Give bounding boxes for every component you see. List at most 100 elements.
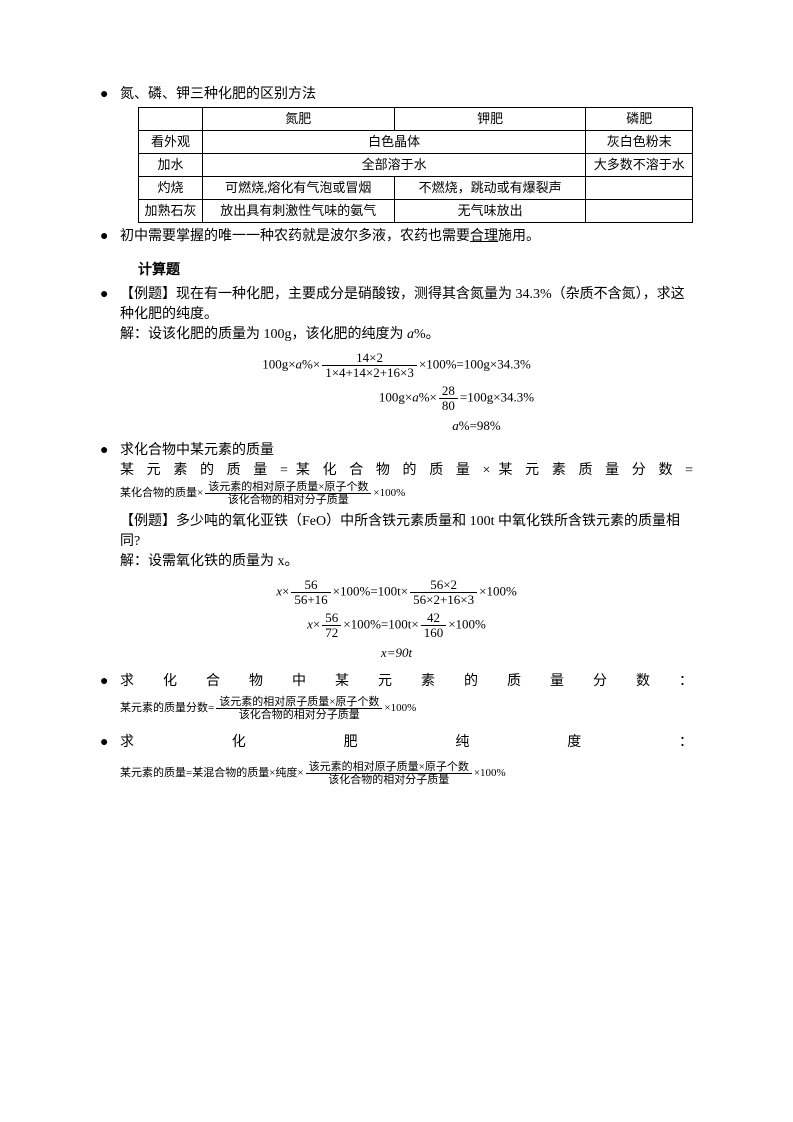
- bullet-3-math: 某化合物的质量×该元素的相对原子质量×原子个数该化合物的相对分子质量×100%: [120, 481, 693, 506]
- table-cell: 看外观: [139, 131, 203, 154]
- table-cell: 加水: [139, 154, 203, 177]
- table-cell: 白色晶体: [202, 131, 586, 154]
- num: 42: [421, 611, 447, 626]
- fraction: 该元素的相对原子质量×原子个数该化合物的相对分子质量: [205, 481, 371, 506]
- table-cell: 灰白色粉末: [586, 131, 693, 154]
- math-line: x=90t: [100, 644, 693, 662]
- num: 56: [322, 611, 341, 626]
- bullet-icon: ●: [100, 285, 120, 305]
- table-cell: [586, 177, 693, 200]
- table-cell: 加熟石灰: [139, 200, 203, 223]
- bullet-3-line1: 某 元 素 的 质 量 = 某 化 合 物 的 质 量 × 某 元 素 质 量 …: [120, 461, 693, 481]
- t: ×100%: [448, 616, 486, 631]
- table-cell: 氮肥: [202, 108, 394, 131]
- table-row: 灼烧 可燃烧,熔化有气泡或冒烟 不燃烧，跳动或有爆裂声: [139, 177, 693, 200]
- den: 56×2+16×3: [410, 593, 477, 607]
- bullet-icon: ●: [100, 85, 120, 105]
- fraction: 5672: [322, 611, 341, 640]
- bullet-icon: ●: [100, 441, 120, 461]
- den: 80: [439, 399, 458, 413]
- math-line: a%=98%: [100, 417, 693, 435]
- den: 1×4+14×2+16×3: [322, 366, 417, 380]
- t: ×100%: [373, 487, 405, 499]
- t: ×: [313, 616, 320, 631]
- example-1-q: 【例题】现在有一种化肥，主要成分是硝酸铵，测得其含氮量为 34.3%（杂质不含氮…: [120, 285, 693, 325]
- bullet-3-body: 求化合物中某元素的质量 某 元 素 的 质 量 = 某 化 合 物 的 质 量 …: [120, 441, 693, 572]
- t: ×: [282, 583, 289, 598]
- num: 14×2: [322, 351, 417, 366]
- fertilizer-table: 氮肥 钾肥 磷肥 看外观 白色晶体 灰白色粉末 加水 全部溶于水 大多数不溶于水…: [138, 107, 693, 223]
- bullet-2-text: 初中需要掌握的唯一一种农药就是波尔多液，农药也需要合理施用。: [120, 227, 693, 247]
- table-row: 加熟石灰 放出具有刺激性气味的氨气 无气味放出: [139, 200, 693, 223]
- table-row: 看外观 白色晶体 灰白色粉末: [139, 131, 693, 154]
- t: x=90t: [381, 645, 412, 660]
- example-1-body: 【例题】现在有一种化肥，主要成分是硝酸铵，测得其含氮量为 34.3%（杂质不含氮…: [120, 285, 693, 345]
- math-block-2: x×5656+16×100%=100t×56×256×2+16×3×100% x…: [100, 578, 693, 662]
- bullet-4-body: 求 化 合 物 中 某 元 素 的 质 量 分 数 ： 某元素的质量分数=该元素…: [120, 672, 693, 721]
- bullet-1: ● 氮、磷、钾三种化肥的区别方法: [100, 85, 693, 105]
- fraction: 5656+16: [291, 578, 330, 607]
- den: 72: [322, 626, 341, 640]
- fraction: 14×21×4+14×2+16×3: [322, 351, 417, 380]
- bullet-3: ● 求化合物中某元素的质量 某 元 素 的 质 量 = 某 化 合 物 的 质 …: [100, 441, 693, 572]
- math-line: 100g×a%×2880=100g×34.3%: [100, 384, 693, 413]
- t: 100g×: [379, 389, 412, 404]
- fraction: 该元素的相对原子质量×原子个数该化合物的相对分子质量: [216, 696, 382, 721]
- bullet-4: ● 求 化 合 物 中 某 元 素 的 质 量 分 数 ： 某元素的质量分数=该…: [100, 672, 693, 721]
- t: 某元素的质量分数=: [120, 702, 214, 714]
- bullet-icon: ●: [100, 733, 120, 753]
- t: ×100%=100g×34.3%: [419, 356, 531, 371]
- t: ×100%=100t×: [343, 616, 418, 631]
- bullet-5-title: 求 化 肥 纯 度 ：: [120, 733, 693, 753]
- document-body: ● 氮、磷、钾三种化肥的区别方法 氮肥 钾肥 磷肥 看外观 白色晶体 灰白色粉末…: [100, 85, 693, 786]
- bullet-5-math: 某元素的质量=某混合物的质量×纯度×该元素的相对原子质量×原子个数该化合物的相对…: [120, 761, 693, 786]
- bullet-4-math: 某元素的质量分数=该元素的相对原子质量×原子个数该化合物的相对分子质量×100%: [120, 696, 693, 721]
- bullet-3-title: 求化合物中某元素的质量: [120, 441, 693, 461]
- calc-heading: 计算题: [138, 261, 693, 281]
- fraction: 42160: [421, 611, 447, 640]
- t: %×: [302, 356, 320, 371]
- num: 56×2: [410, 578, 477, 593]
- table-row: 氮肥 钾肥 磷肥: [139, 108, 693, 131]
- bullet-5-body: 求 化 肥 纯 度 ： 某元素的质量=某混合物的质量×纯度×该元素的相对原子质量…: [120, 733, 693, 786]
- t: 某化合物的质量×: [120, 487, 203, 499]
- table-cell: 全部溶于水: [202, 154, 586, 177]
- text: 初中需要掌握的唯一一种农药就是波尔多液，农药也需要: [120, 229, 470, 244]
- t: 100g×: [262, 356, 295, 371]
- table-cell: 放出具有刺激性气味的氨气: [202, 200, 394, 223]
- t: ×100%=100t×: [333, 583, 408, 598]
- num: 28: [439, 384, 458, 399]
- bullet-5: ● 求 化 肥 纯 度 ： 某元素的质量=某混合物的质量×纯度×该元素的相对原子…: [100, 733, 693, 786]
- var-a: a: [407, 327, 414, 342]
- fraction: 2880: [439, 384, 458, 413]
- fraction: 该元素的相对原子质量×原子个数该化合物的相对分子质量: [306, 761, 472, 786]
- table-cell: [139, 108, 203, 131]
- example-2-q: 【例题】多少吨的氧化亚铁（FeO）中所含铁元素质量和 100t 中氧化铁所含铁元…: [120, 512, 693, 552]
- t: ×100%: [384, 702, 416, 714]
- table-cell: 无气味放出: [394, 200, 586, 223]
- text: %。: [414, 327, 440, 342]
- t: ×100%: [479, 583, 517, 598]
- num: 该元素的相对原子质量×原子个数: [205, 481, 371, 494]
- table-row: 加水 全部溶于水 大多数不溶于水: [139, 154, 693, 177]
- den: 56+16: [291, 593, 330, 607]
- table-cell: 可燃烧,熔化有气泡或冒烟: [202, 177, 394, 200]
- den: 该化合物的相对分子质量: [306, 774, 472, 786]
- text: 解：设该化肥的质量为 100g，该化肥的纯度为: [120, 327, 407, 342]
- den: 该化合物的相对分子质量: [216, 709, 382, 721]
- t: =100g×34.3%: [460, 389, 534, 404]
- bullet-4-title: 求 化 合 物 中 某 元 素 的 质 量 分 数 ：: [120, 672, 693, 692]
- math-line: x×5656+16×100%=100t×56×256×2+16×3×100%: [100, 578, 693, 607]
- table-cell: 灼烧: [139, 177, 203, 200]
- den: 160: [421, 626, 447, 640]
- example-1: ● 【例题】现在有一种化肥，主要成分是硝酸铵，测得其含氮量为 34.3%（杂质不…: [100, 285, 693, 345]
- t: %×: [419, 389, 437, 404]
- math-block-1: 100g×a%×14×21×4+14×2+16×3×100%=100g×34.3…: [100, 351, 693, 435]
- num: 该元素的相对原子质量×原子个数: [216, 696, 382, 709]
- example-2-sol: 解：设需氧化铁的质量为 x。: [120, 552, 693, 572]
- table-cell: 磷肥: [586, 108, 693, 131]
- underlined-text: 合理: [470, 229, 498, 244]
- t: %=98%: [459, 418, 501, 433]
- table-cell: 钾肥: [394, 108, 586, 131]
- table-cell: [586, 200, 693, 223]
